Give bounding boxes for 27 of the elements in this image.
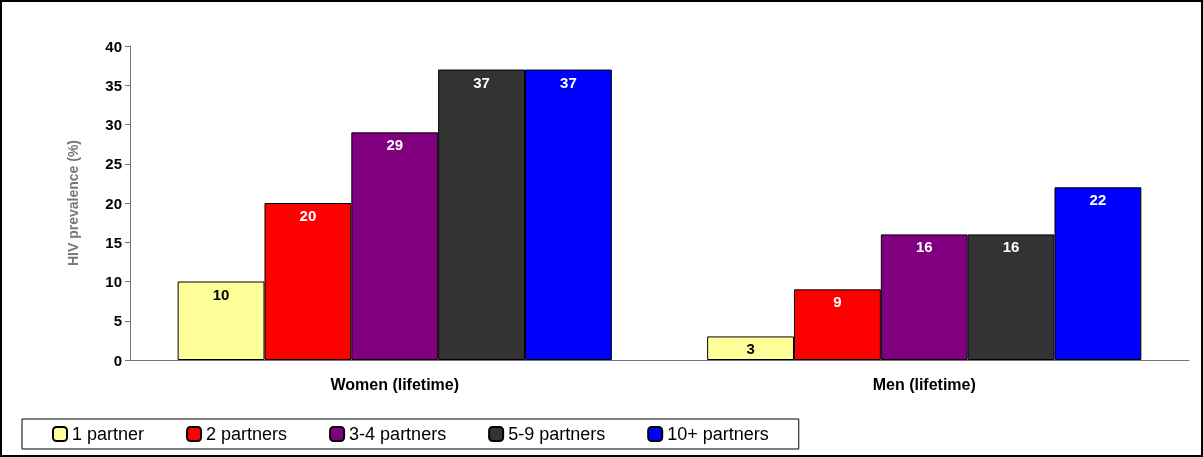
data-label: 37: [560, 73, 577, 91]
y-tick-label: 10: [105, 273, 122, 290]
data-label: 3: [746, 340, 755, 358]
legend-label: 1 partner: [72, 424, 145, 444]
data-label: 16: [1002, 238, 1020, 256]
x-tick-label: Women (lifetime): [330, 375, 460, 393]
y-tick-label: 30: [105, 116, 122, 133]
data-label: 22: [1089, 191, 1107, 209]
data-label: 20: [299, 207, 317, 224]
x-tick-label: Men (lifetime): [872, 375, 976, 393]
y-tick-label: 15: [105, 233, 122, 251]
data-label: 29: [386, 136, 404, 154]
data-label: 9: [833, 293, 842, 311]
y-tick-label: 35: [105, 76, 122, 94]
data-label: 10: [212, 285, 230, 303]
data-label: 37: [473, 73, 490, 91]
y-tick-label: 5: [113, 312, 122, 330]
data-label: 16: [915, 238, 933, 256]
legend-label: 2 partners: [206, 424, 288, 444]
y-axis-title: HIV prevalence (%): [65, 139, 81, 267]
y-tick-label: 0: [113, 351, 122, 369]
legend-label: 3-4 partners: [349, 424, 447, 444]
legend-label: 10+ partners: [667, 424, 769, 444]
y-tick-label: 20: [105, 194, 122, 212]
legend-label: 5-9 partners: [508, 424, 606, 444]
y-tick-label: 40: [105, 37, 122, 55]
y-tick-label: 25: [105, 155, 122, 173]
